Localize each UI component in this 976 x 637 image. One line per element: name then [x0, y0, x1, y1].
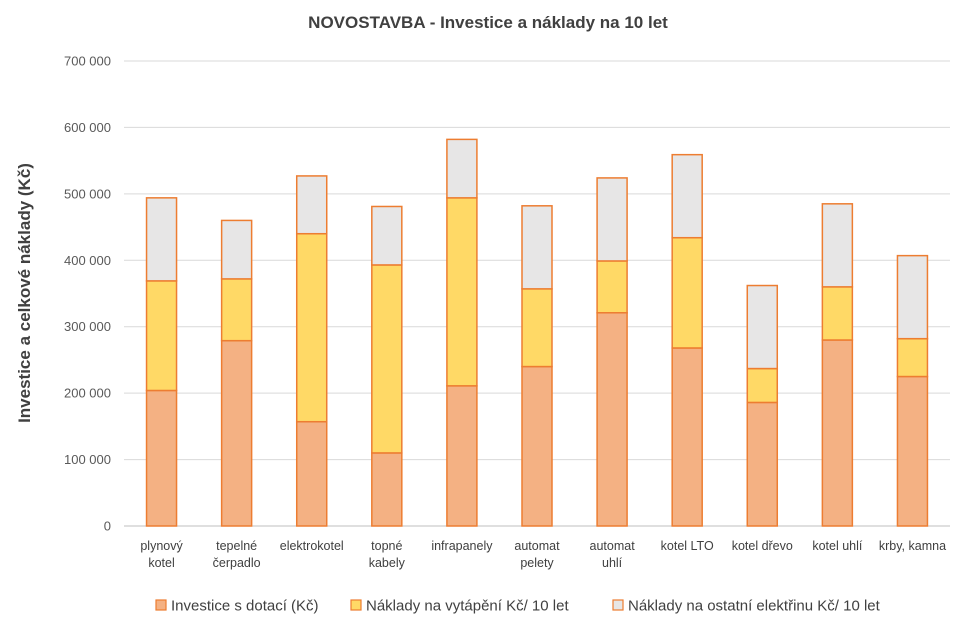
- bar-segment-series-2: [521, 288, 553, 368]
- bar-stack: [145, 197, 178, 527]
- bar-segment-series-2: [371, 264, 403, 454]
- bar-segment-series-3: [371, 205, 403, 266]
- bar-segment-series-2: [295, 232, 328, 423]
- bar-segment-series-2: [145, 280, 178, 392]
- x-category-label: kotel dřevo: [732, 539, 793, 553]
- bar-stack: [295, 175, 328, 527]
- y-tick-label: 500 000: [64, 186, 111, 201]
- bar-segment-series-3: [521, 205, 553, 290]
- bar-stack: [521, 205, 553, 527]
- y-axis-label: Investice a celkové náklady (Kč): [15, 163, 34, 423]
- y-tick-label: 200 000: [64, 386, 111, 401]
- legend-label: Náklady na vytápění Kč/ 10 let: [366, 598, 569, 615]
- bar-segment-series-1: [145, 389, 178, 527]
- x-axis-labels: plynový kotel tepelné čerpadlo elektrokotel t…: [140, 539, 946, 570]
- y-tick-label: 100 000: [64, 452, 111, 467]
- bar-stack: [821, 203, 854, 527]
- bar-segment-series-2: [671, 236, 703, 349]
- y-tick-label: 0: [104, 519, 111, 534]
- x-category-label: kotel uhlí: [812, 539, 863, 553]
- x-category-label: kotel LTO: [661, 539, 714, 553]
- bar-segment-series-1: [220, 339, 253, 527]
- bar-segment-series-1: [596, 312, 628, 527]
- x-category-label: automat pelety: [514, 539, 560, 570]
- bar-segment-series-3: [446, 138, 478, 199]
- legend-swatch: [350, 599, 362, 611]
- bar-segment-series-2: [596, 260, 628, 314]
- bar-segment-series-1: [446, 385, 478, 527]
- y-tick-label: 600 000: [64, 120, 111, 135]
- bar-segment-series-3: [746, 284, 779, 370]
- bar-stack: [220, 219, 253, 527]
- bar-stack: [896, 254, 929, 527]
- bar-stack: [596, 177, 628, 527]
- legend-swatch: [612, 599, 624, 611]
- bar-segment-series-2: [896, 337, 929, 378]
- x-category-label: tepelné čerpadlo: [213, 539, 261, 570]
- bar-segment-series-3: [220, 219, 253, 280]
- bar-stack: [446, 138, 478, 527]
- bar-segment-series-2: [746, 367, 779, 404]
- legend: Investice s dotací (Kč) Náklady na vytápě…: [155, 598, 881, 615]
- bar-segment-series-3: [596, 177, 628, 262]
- legend-label: Investice s dotací (Kč): [171, 598, 319, 615]
- x-category-label: elektrokotel: [280, 539, 344, 553]
- legend-swatch: [155, 599, 167, 611]
- y-tick-label: 300 000: [64, 319, 111, 334]
- legend-label: Náklady na ostatní elektřinu Kč/ 10 let: [628, 598, 881, 615]
- bar-segment-series-3: [821, 203, 854, 288]
- bar-segment-series-2: [446, 197, 478, 387]
- y-axis-ticks: 0 100 000 200 000 300 000 400 000 500 000 600 …: [64, 54, 111, 534]
- bar-segment-series-3: [896, 254, 929, 340]
- bar-segment-series-2: [821, 286, 854, 341]
- y-tick-label: 700 000: [64, 54, 111, 69]
- bar-segment-series-1: [821, 339, 854, 527]
- bar-segment-series-1: [896, 375, 929, 527]
- x-category-label: infrapanely: [431, 539, 493, 553]
- bar-segment-series-1: [295, 420, 328, 527]
- bar-segment-series-3: [295, 175, 328, 235]
- bars: [145, 138, 929, 527]
- bar-segment-series-3: [671, 153, 703, 239]
- x-category-label: topné kabely: [369, 539, 406, 570]
- y-tick-label: 400 000: [64, 253, 111, 268]
- chart-title: NOVOSTAVBA - Investice a náklady na 10 l…: [308, 13, 668, 32]
- bar-segment-series-1: [746, 401, 779, 527]
- x-category-label: plynový kotel: [140, 539, 183, 570]
- bar-segment-series-1: [671, 347, 703, 527]
- x-category-label: krby, kamna: [879, 539, 946, 553]
- bar-stack: [671, 153, 703, 527]
- bar-segment-series-1: [521, 365, 553, 527]
- bar-segment-series-2: [220, 278, 253, 342]
- bar-segment-series-1: [371, 452, 403, 527]
- bar-segment-series-3: [145, 197, 178, 282]
- bar-stack: [371, 205, 403, 527]
- x-category-label: automat uhlí: [590, 539, 636, 570]
- bar-stack: [746, 284, 779, 527]
